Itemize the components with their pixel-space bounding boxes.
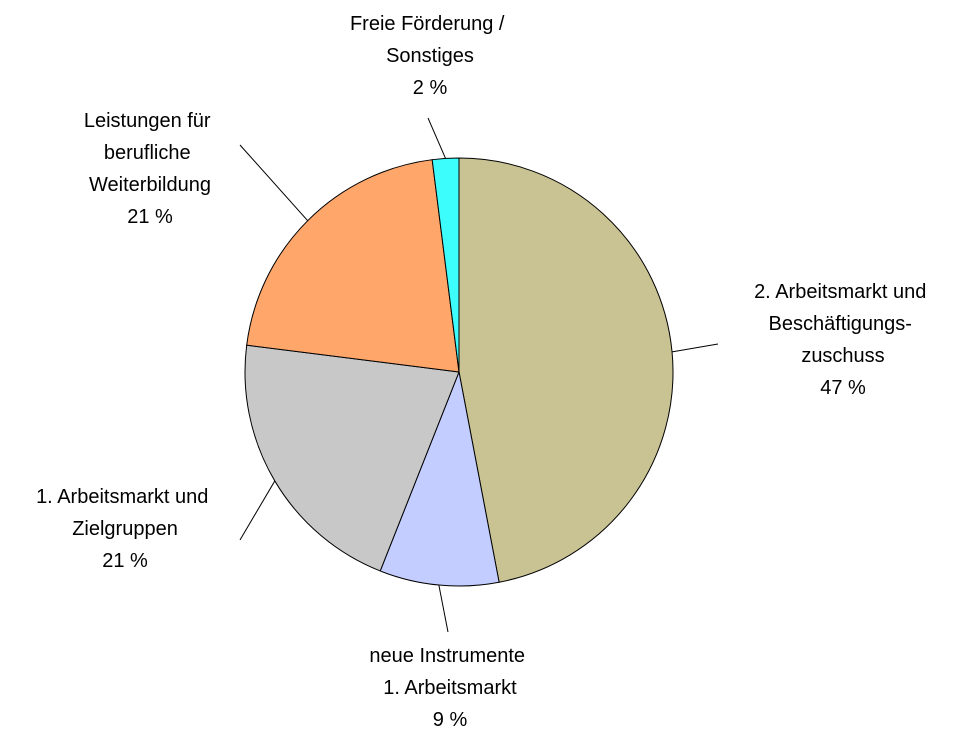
value-label: 21 % bbox=[102, 550, 148, 572]
leader-line bbox=[239, 144, 309, 222]
slice-label: 1. Arbeitsmarkt und Zielgruppen bbox=[36, 486, 214, 540]
slice-label: 2. Arbeitsmarkt und Beschäftigungs- zusc… bbox=[754, 281, 932, 367]
pie-slice bbox=[379, 370, 500, 587]
leader-line bbox=[239, 480, 276, 541]
slice-label: neue Instrumente 1. Arbeitsmarkt bbox=[369, 645, 530, 699]
leader-line bbox=[671, 343, 719, 353]
leader-line bbox=[427, 117, 447, 159]
pie-slice bbox=[246, 159, 460, 373]
leader-line bbox=[438, 584, 449, 633]
slice-label: Freie Förderung / Sonstiges bbox=[350, 13, 510, 67]
slice-label: Leistungen für berufliche Weiterbildung bbox=[84, 110, 216, 196]
value-label: 2 % bbox=[413, 77, 448, 99]
value-label: 21 % bbox=[127, 206, 173, 228]
value-label: 9 % bbox=[433, 709, 468, 731]
value-label: 47 % bbox=[820, 377, 866, 399]
pie-slice bbox=[458, 157, 674, 583]
